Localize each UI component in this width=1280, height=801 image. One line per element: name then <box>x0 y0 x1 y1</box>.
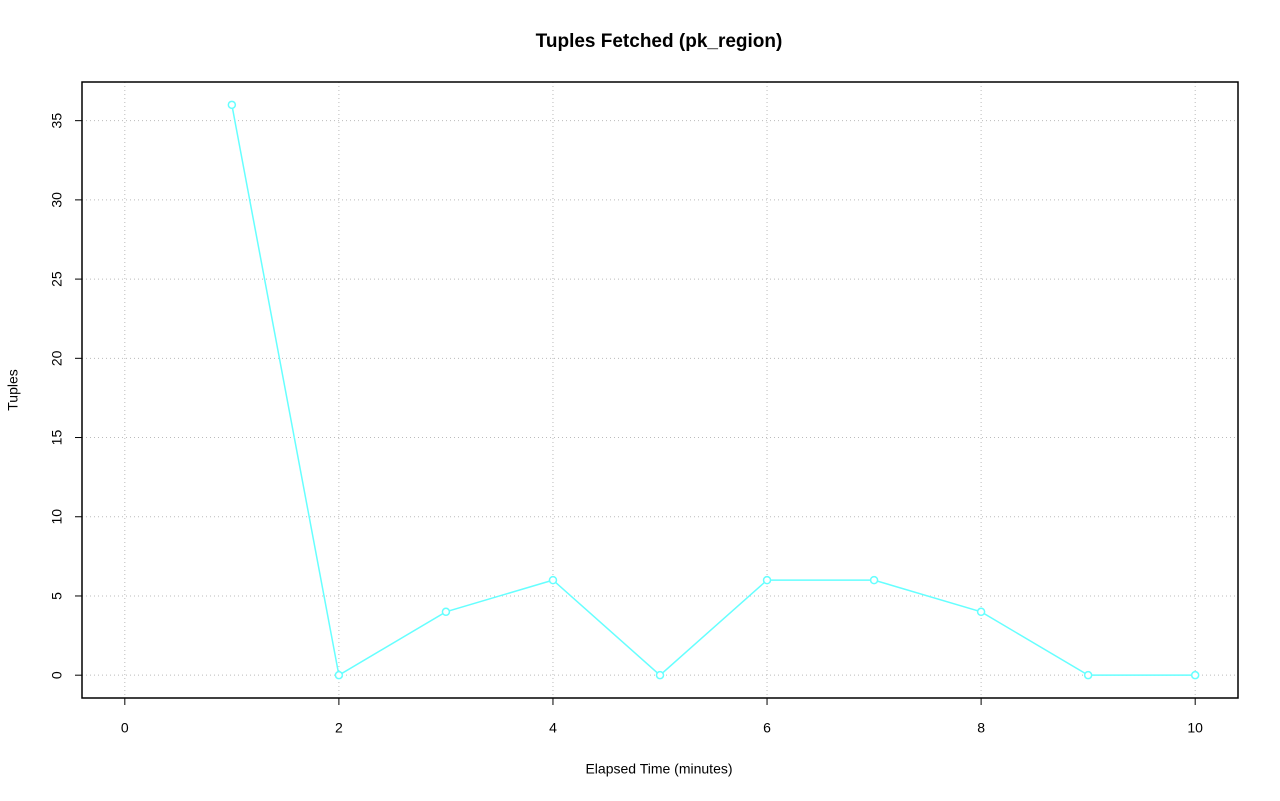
data-point <box>227 100 237 110</box>
data-point <box>869 575 879 585</box>
data-point <box>655 670 665 680</box>
y-tick-label: 30 <box>49 192 65 208</box>
data-point <box>976 607 986 617</box>
x-tick-label: 2 <box>335 720 343 736</box>
plot-frame <box>81 81 1239 699</box>
data-point <box>1083 670 1093 680</box>
y-tick-label: 10 <box>49 509 65 525</box>
x-axis-label: Elapsed Time (minutes) <box>585 761 732 777</box>
x-tick-label: 0 <box>121 720 129 736</box>
y-tick-label: 5 <box>49 592 65 600</box>
x-tick-label: 10 <box>1187 720 1203 736</box>
data-line <box>231 104 1196 677</box>
data-point <box>548 575 558 585</box>
x-tick-label: 8 <box>977 720 985 736</box>
data-point <box>334 670 344 680</box>
y-tick-label: 25 <box>49 271 65 287</box>
data-point <box>762 575 772 585</box>
y-tick-label: 15 <box>49 430 65 446</box>
y-tick-label: 0 <box>49 671 65 679</box>
y-tick-label: 20 <box>49 350 65 366</box>
chart-title: Tuples Fetched (pk_region) <box>536 31 783 52</box>
y-tick-label: 35 <box>49 113 65 129</box>
x-tick-label: 6 <box>763 720 771 736</box>
x-tick-label: 4 <box>549 720 557 736</box>
y-axis-label: Tuples <box>5 369 21 411</box>
data-point <box>1190 670 1200 680</box>
data-point <box>441 607 451 617</box>
